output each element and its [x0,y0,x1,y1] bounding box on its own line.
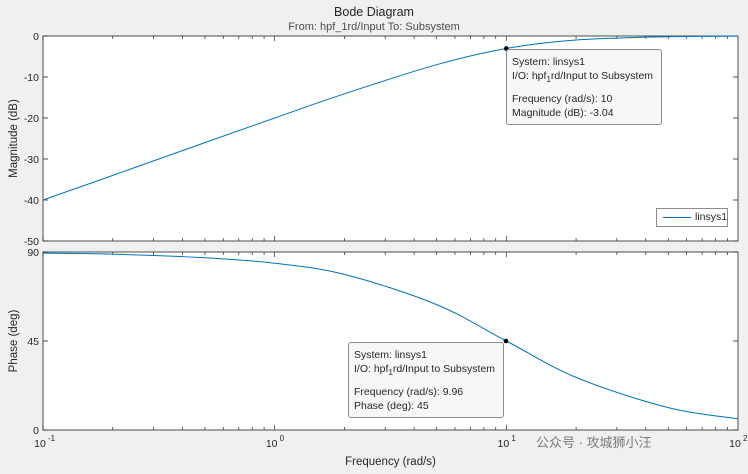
watermark: 公众号 · 攻城狮小汪 [536,435,652,450]
phase-datatip-marker [503,338,509,344]
y-tick-label: 0 [33,425,39,437]
legend-line [663,217,691,218]
datatip-phase: Phase (deg): 45 [354,400,429,413]
datatip-system: System: linsys1 [512,56,585,68]
x-tick-exponent: -1 [48,434,56,443]
legend[interactable]: linsys1 [656,208,728,227]
magnitude-datatip[interactable]: System: linsys1 I/O: hpf1rd/Input to Sub… [506,49,662,126]
y-tick-label: 90 [27,247,39,259]
phase-ylabel: Phase (deg) [8,310,20,373]
x-tick-exponent: 2 [743,434,748,443]
y-tick-label: -10 [24,72,39,84]
phase-datatip[interactable]: System: linsys1 I/O: hpf1rd/Input to Sub… [348,342,504,419]
y-tick-label: -40 [24,195,39,207]
y-tick-label: -50 [24,236,39,248]
x-axis-label: Frequency (rad/s) [345,456,436,468]
legend-label: linsys1 [695,211,728,223]
y-tick-label: 0 [33,31,39,43]
x-tick-label: 10 [34,438,46,450]
y-tick-label: -20 [24,113,39,125]
x-tick-exponent: 0 [280,434,285,443]
magnitude-ylabel: Magnitude (dB) [8,99,20,178]
datatip-frequency: Frequency (rad/s): 9.96 [354,386,464,399]
y-tick-label: -30 [24,154,39,166]
datatip-system: System: linsys1 [354,349,427,361]
datatip-frequency: Frequency (rad/s): 10 [512,93,613,106]
datatip-io: I/O: hpf1rd/Input to Subsystem [512,70,654,85]
phase-series-line [42,252,739,420]
magnitude-series-line [42,35,739,201]
x-tick-label: 10 [266,438,278,450]
chart-subtitle: From: hpf_1rd/Input To: Subsystem [288,21,460,33]
y-tick-label: 45 [27,336,39,348]
x-tick-label: 10 [497,438,509,450]
datatip-magnitude: Magnitude (dB): -3.04 [512,107,614,120]
x-tick-label: 10 [729,438,741,450]
datatip-io: I/O: hpf1rd/Input to Subsystem [354,363,496,378]
chart-title: Bode Diagram [334,5,414,19]
x-tick-exponent: 1 [511,434,516,443]
